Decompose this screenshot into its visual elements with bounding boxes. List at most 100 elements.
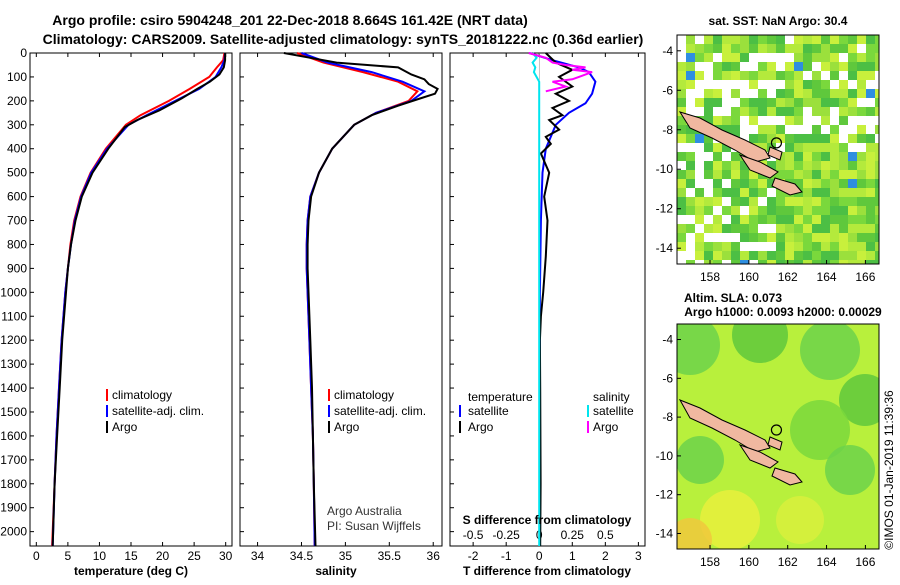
sst-cell [875, 161, 879, 170]
sst-cell [857, 71, 866, 80]
sst-cell [803, 134, 812, 143]
sst-cell [839, 233, 848, 242]
sst-cell [740, 134, 749, 143]
sst-cell [686, 53, 695, 62]
sst-cell [704, 233, 713, 242]
sst-cell [812, 125, 821, 134]
sst-cell [839, 170, 848, 179]
sst-cell [722, 188, 731, 197]
sst-cell [677, 143, 686, 152]
sst-cell [821, 215, 830, 224]
sst-cell [812, 215, 821, 224]
sst-cell [749, 224, 758, 233]
sst-cell [722, 89, 731, 98]
sst-cell [749, 215, 758, 224]
sst-cell [794, 242, 803, 251]
sst-cell [767, 80, 776, 89]
sst-cell [866, 260, 875, 264]
sst-cell [731, 62, 740, 71]
sst-cell [776, 107, 785, 116]
sst-cell [713, 80, 722, 89]
sst-cell [848, 44, 857, 53]
sst-cell [713, 107, 722, 116]
sst-cell [740, 233, 749, 242]
x-tick-label: -2 [468, 549, 479, 563]
series-line-s-argo [528, 52, 593, 93]
difference-plot-frame [449, 52, 646, 547]
sst-cell [776, 44, 785, 53]
sst-cell [803, 80, 812, 89]
sst-cell [839, 80, 848, 89]
sst-cell [677, 62, 686, 71]
sst-cell [740, 161, 749, 170]
sst-cell [722, 107, 731, 116]
sst-cell [821, 134, 830, 143]
temperature-axis-label: temperature (deg C) [74, 564, 188, 578]
sst-cell [686, 125, 695, 134]
sst-cell [776, 89, 785, 98]
sst-cell [875, 188, 879, 197]
sst-cell [857, 179, 866, 188]
sst-cell [686, 143, 695, 152]
sst-cell [740, 224, 749, 233]
sst-cell [830, 224, 839, 233]
sst-cell [803, 233, 812, 242]
sst-cell [749, 89, 758, 98]
sst-cell [758, 98, 767, 107]
sst-cell [695, 224, 704, 233]
temperature-plot-frame [29, 52, 233, 547]
sst-cell [713, 35, 722, 44]
sla-blob [732, 324, 788, 363]
sst-cell [875, 71, 879, 80]
sst-cell [776, 233, 785, 242]
sst-cell [677, 152, 686, 161]
sst-cell [713, 161, 722, 170]
sst-cell [731, 215, 740, 224]
legend-satellite-adj: satellite-adj. clim. [112, 404, 204, 418]
sst-cell [830, 233, 839, 242]
sst-cell [821, 143, 830, 152]
sst-cell [776, 188, 785, 197]
sst-cell [857, 89, 866, 98]
sst-cell [803, 71, 812, 80]
sst-cell [740, 80, 749, 89]
sst-cell [686, 179, 695, 188]
sst-cell [848, 206, 857, 215]
sst-cell [731, 260, 740, 264]
x-tick-label: 0 [33, 549, 40, 563]
sst-cell [677, 215, 686, 224]
difference-chart: -2 -1 0 1 2 3-0.5 -0.25 0 0.25 0.5 [463, 52, 642, 563]
sst-cell [839, 242, 848, 251]
sst-cell [875, 62, 879, 71]
depth-tick-label: 1200 [0, 333, 27, 347]
sst-cell [704, 161, 713, 170]
sst-cell [812, 116, 821, 125]
sst-cell [713, 44, 722, 53]
sst-cell [839, 251, 848, 260]
sst-cell [821, 116, 830, 125]
sst-cell [758, 224, 767, 233]
sst-cell [695, 152, 704, 161]
sst-cell [758, 35, 767, 44]
sst-cell [776, 197, 785, 206]
series-line-s-satellite [531, 52, 541, 546]
sst-cell [794, 161, 803, 170]
sst-cell [686, 134, 695, 143]
sst-cell [830, 116, 839, 125]
sla-blob [825, 445, 875, 495]
sst-cell [722, 170, 731, 179]
sst-cell [677, 134, 686, 143]
sst-cell [803, 260, 812, 264]
legend-argo: Argo [112, 420, 138, 434]
sst-cell [866, 125, 875, 134]
sst-cell [848, 107, 857, 116]
map-y-tick-label: -10 [656, 162, 674, 176]
sst-cell [839, 35, 848, 44]
sst-cell [713, 179, 722, 188]
sst-cell [812, 89, 821, 98]
sst-cell [857, 188, 866, 197]
sst-cell [830, 206, 839, 215]
sst-cell [794, 233, 803, 242]
map-y-tick-label: -8 [662, 410, 673, 424]
sst-cell [722, 35, 731, 44]
